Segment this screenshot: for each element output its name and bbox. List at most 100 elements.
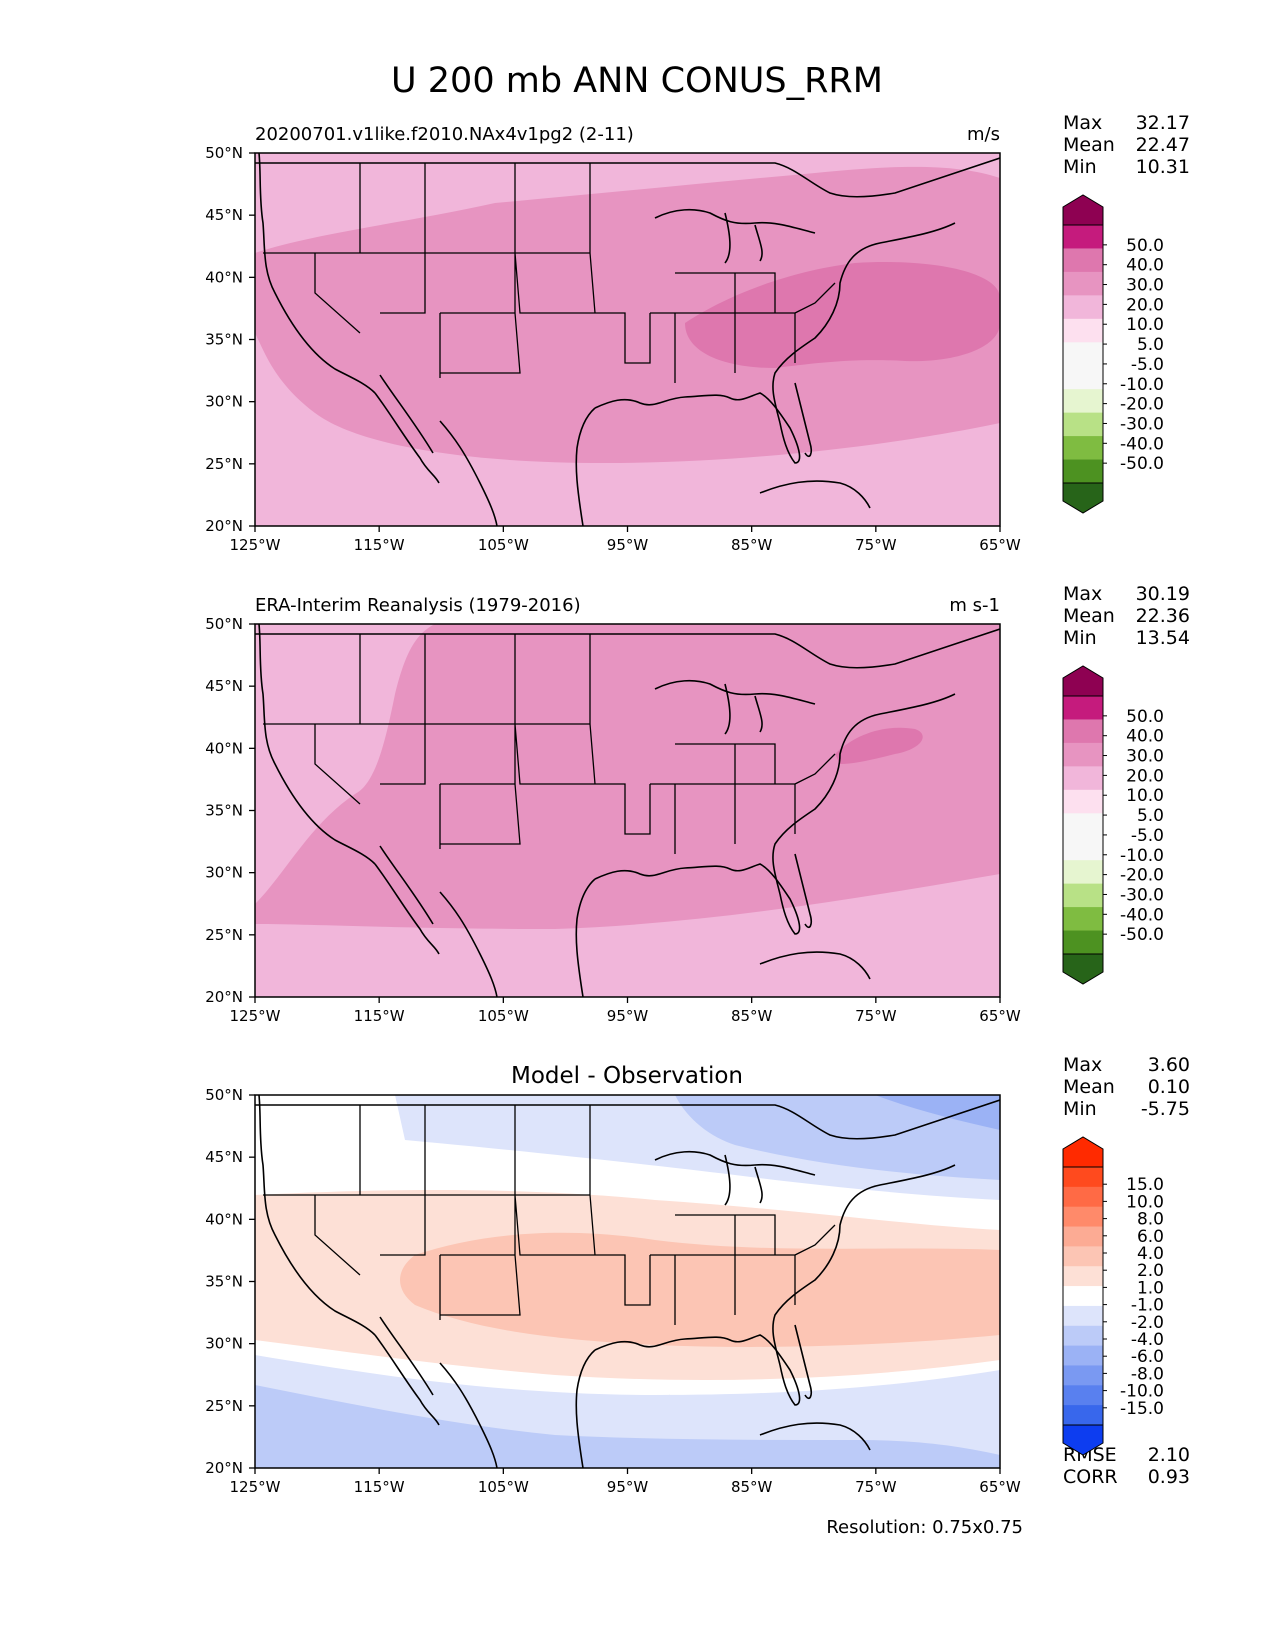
- panel-test: 20200701.v1like.f2010.NAx4v1pg2 (2-11) m…: [205, 112, 1190, 554]
- panel-reference-units: m s-1: [949, 595, 1000, 616]
- panel-diff-states: [263, 1105, 836, 1325]
- colorbar-segment: [1063, 742, 1103, 767]
- mexico-gulf-coast: [575, 878, 596, 997]
- colorbar-segment: [1063, 1167, 1103, 1188]
- colorbar-tick-label: -15.0: [1120, 1399, 1164, 1419]
- field-band-mid-p2: [400, 1232, 1000, 1347]
- panel-diff-axes: 125°W 115°W 105°W 95°W 85°W 75°W 65°W 50°N 45°N 4…: [205, 1086, 1021, 1496]
- panel-reference-title: ERA-Interim Reanalysis (1979-2016): [255, 595, 581, 616]
- stat-label-mean: Mean: [1063, 1076, 1115, 1098]
- panel-reference-colorbar: 50.040.030.020.010.05.0-5.0-10.0-20.0-30…: [1062, 665, 1164, 985]
- colorbar-tick-label: 15.0: [1126, 1175, 1164, 1195]
- pacific-coast: [258, 153, 376, 394]
- florida: [794, 853, 812, 929]
- colorbar-tick-label: 2.0: [1137, 1261, 1164, 1281]
- colorbar-tick-label: -1.0: [1131, 1296, 1164, 1316]
- y-tick-label: 50°N: [205, 615, 243, 633]
- colorbar-extend-min: [1062, 482, 1104, 514]
- colorbar-tick-label: -5.0: [1131, 826, 1164, 846]
- colorbar-tick-label: -10.0: [1120, 375, 1164, 395]
- colorbar-tick-label: 50.0: [1126, 707, 1164, 727]
- panel-test-stats: Max Mean Min 32.17 22.47 10.31: [1063, 112, 1190, 178]
- panel-test-units: m/s: [967, 124, 1000, 145]
- colorbar-tick-label: 40.0: [1126, 727, 1164, 747]
- colorbar-segment: [1063, 930, 1103, 955]
- y-tick-label: 45°N: [205, 206, 243, 224]
- colorbar-tick-label: 8.0: [1137, 1210, 1164, 1230]
- panel-reference-stats: Max Mean Min 30.19 22.36 13.54: [1063, 583, 1190, 649]
- colorbar-segment: [1063, 789, 1103, 814]
- x-tick-label: 125°W: [230, 1007, 281, 1025]
- x-tick-label: 85°W: [731, 536, 773, 554]
- panel-diff-field: [255, 1095, 1000, 1468]
- x-tick-label: 75°W: [855, 536, 897, 554]
- y-tick-label: 20°N: [205, 1459, 243, 1477]
- panel-test-coastlines: [255, 153, 1000, 526]
- panel-reference-field: [255, 624, 1000, 997]
- colorbar-segment: [1063, 1206, 1103, 1228]
- mexico-west-coast: [439, 891, 498, 997]
- colorbar-tick-label: -2.0: [1131, 1313, 1164, 1333]
- colorbar-segment: [1063, 459, 1103, 484]
- baja-peninsula: [374, 845, 440, 955]
- x-tick-label: 115°W: [354, 1007, 405, 1025]
- x-tick-label: 65°W: [979, 1007, 1021, 1025]
- x-tick-label: 85°W: [731, 1478, 773, 1496]
- baja-peninsula: [374, 1316, 440, 1426]
- colorbar-segment: [1063, 1365, 1103, 1386]
- stat-value-max: 3.60: [1148, 1054, 1190, 1076]
- colorbar-tick-label: -50.0: [1120, 925, 1164, 945]
- field-band-south-m2: [255, 1385, 1000, 1468]
- colorbar-segment: [1063, 342, 1103, 367]
- colorbar-tick-label: 1.0: [1137, 1278, 1164, 1298]
- colorbar-tick-label: 50.0: [1126, 236, 1164, 256]
- great-lakes: [654, 679, 816, 735]
- mexico-west-coast: [439, 1362, 498, 1468]
- x-tick-label: 125°W: [230, 1478, 281, 1496]
- colorbar-segment: [1063, 318, 1103, 343]
- colorbar-extend-max: [1062, 194, 1104, 226]
- stat-label-min: Min: [1063, 156, 1097, 178]
- panel-test-colorbar: 50.040.030.020.010.05.0-5.0-10.0-20.0-30…: [1062, 194, 1164, 514]
- x-tick-label: 95°W: [607, 536, 649, 554]
- stat-value-min: 13.54: [1136, 627, 1190, 649]
- colorbar-segment: [1063, 1286, 1103, 1307]
- state-lines: [263, 1105, 836, 1325]
- pacific-coast: [258, 624, 376, 865]
- florida: [794, 382, 812, 458]
- state-lines: [263, 634, 836, 854]
- atlantic-coast: [772, 1164, 956, 1366]
- colorbar-segment: [1063, 436, 1103, 461]
- colorbar-segment: [1063, 248, 1103, 273]
- colorbar-tick-label: 5.0: [1137, 806, 1164, 826]
- y-tick-label: 45°N: [205, 677, 243, 695]
- y-tick-label: 20°N: [205, 988, 243, 1006]
- y-tick-label: 50°N: [205, 1086, 243, 1104]
- colorbar-tick-label: 10.0: [1126, 786, 1164, 806]
- panel-test-field: [255, 153, 1000, 526]
- colorbar-segment: [1063, 860, 1103, 885]
- x-tick-label: 95°W: [607, 1478, 649, 1496]
- colorbar-tick-label: 40.0: [1126, 256, 1164, 276]
- atlantic-coast: [772, 222, 956, 424]
- y-tick-label: 35°N: [205, 1273, 243, 1291]
- panel-diff-coastlines: [255, 1095, 1000, 1468]
- colorbar-tick-label: -50.0: [1120, 454, 1164, 474]
- stat-label-mean: Mean: [1063, 134, 1115, 156]
- field-band-north-m4: [875, 1095, 1000, 1130]
- colorbar-tick-label: 10.0: [1126, 1192, 1164, 1212]
- pacific-coast: [258, 1095, 376, 1336]
- panel-test-axes: 125°W 115°W 105°W 95°W 85°W 75°W 65°W 50°N 45°N 4…: [205, 144, 1021, 554]
- colorbar-segment: [1063, 225, 1103, 249]
- colorbar-tick-label: 6.0: [1137, 1227, 1164, 1247]
- panel-test-states: [263, 163, 836, 383]
- colorbar-tick-label: -20.0: [1120, 866, 1164, 886]
- colorbar-tick-label: -5.0: [1131, 355, 1164, 375]
- stat-label-corr: CORR: [1063, 1466, 1118, 1488]
- panel-reference: ERA-Interim Reanalysis (1979-2016) m s-1…: [205, 583, 1190, 1025]
- x-tick-label: 85°W: [731, 1007, 773, 1025]
- field-band-30-40: [835, 727, 923, 764]
- y-tick-label: 50°N: [205, 144, 243, 162]
- panel-diff-title: Model - Observation: [511, 1063, 743, 1089]
